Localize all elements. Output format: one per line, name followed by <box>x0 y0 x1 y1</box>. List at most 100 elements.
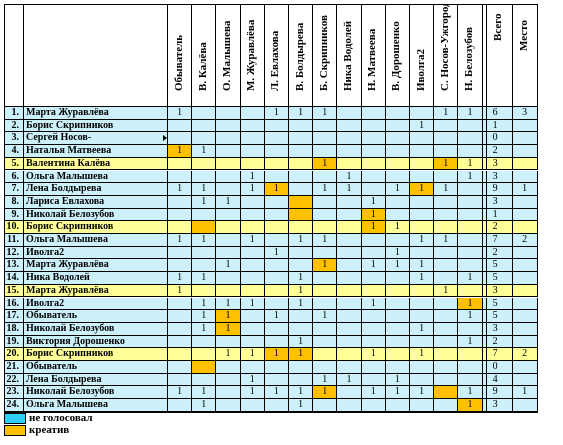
row-name[interactable]: Марта Журавлёва <box>24 284 168 298</box>
vote-cell[interactable] <box>264 284 289 298</box>
vote-cell[interactable]: 1 <box>313 386 338 400</box>
vote-cell[interactable] <box>240 399 265 412</box>
vote-cell[interactable] <box>458 195 483 209</box>
vote-cell[interactable] <box>289 145 314 158</box>
vote-cell[interactable] <box>361 246 386 260</box>
row-name[interactable]: Лариса Евлахова <box>24 195 168 209</box>
vote-cell[interactable]: 1 <box>192 234 217 247</box>
vote-cell[interactable] <box>434 386 459 400</box>
vote-cell[interactable]: 1 <box>385 246 410 260</box>
vote-cell[interactable] <box>337 386 362 400</box>
vote-cell[interactable] <box>361 361 386 374</box>
vote-cell[interactable]: 1 <box>264 107 289 120</box>
vote-cell[interactable]: 1 <box>361 297 386 311</box>
vote-cell[interactable]: 1 <box>361 348 386 361</box>
vote-cell[interactable] <box>264 373 289 387</box>
vote-cell[interactable]: 1 <box>361 208 386 222</box>
row-name[interactable]: Валентина Калёва <box>24 157 168 171</box>
vote-cell[interactable] <box>337 284 362 298</box>
vote-cell[interactable] <box>240 208 265 222</box>
vote-cell[interactable] <box>216 361 241 374</box>
vote-cell[interactable]: 1 <box>289 399 314 412</box>
vote-cell[interactable] <box>289 170 314 184</box>
vote-cell[interactable] <box>192 107 217 120</box>
vote-cell[interactable] <box>192 132 217 146</box>
vote-cell[interactable]: 1 <box>410 234 435 247</box>
row-name[interactable]: Ольга Малышева <box>24 170 168 184</box>
vote-cell[interactable]: 1 <box>192 145 217 158</box>
vote-cell[interactable] <box>458 259 483 273</box>
vote-cell[interactable] <box>192 348 217 361</box>
vote-cell[interactable] <box>313 335 338 349</box>
vote-cell[interactable]: 1 <box>361 386 386 400</box>
vote-cell[interactable]: 1 <box>434 183 459 196</box>
vote-cell[interactable] <box>337 132 362 146</box>
vote-cell[interactable] <box>410 297 435 311</box>
vote-cell[interactable] <box>410 399 435 412</box>
vote-cell[interactable] <box>434 322 459 336</box>
vote-cell[interactable]: 1 <box>264 386 289 400</box>
vote-cell[interactable] <box>289 132 314 146</box>
vote-cell[interactable] <box>361 399 386 412</box>
vote-cell[interactable] <box>264 297 289 311</box>
vote-cell[interactable] <box>168 322 193 336</box>
vote-cell[interactable] <box>313 272 338 285</box>
vote-cell[interactable]: 1 <box>168 145 193 158</box>
vote-cell[interactable] <box>264 170 289 184</box>
vote-cell[interactable] <box>168 373 193 387</box>
vote-cell[interactable] <box>385 322 410 336</box>
vote-cell[interactable]: 1 <box>458 310 483 323</box>
vote-cell[interactable]: 1 <box>410 119 435 133</box>
vote-cell[interactable] <box>410 170 435 184</box>
vote-cell[interactable]: 1 <box>216 259 241 273</box>
vote-cell[interactable]: 1 <box>410 272 435 285</box>
vote-cell[interactable] <box>313 119 338 133</box>
vote-cell[interactable] <box>385 361 410 374</box>
vote-cell[interactable] <box>216 132 241 146</box>
vote-cell[interactable] <box>434 259 459 273</box>
row-name[interactable]: Николай Белозубов <box>24 322 168 336</box>
vote-cell[interactable]: 1 <box>361 195 386 209</box>
vote-cell[interactable] <box>337 297 362 311</box>
vote-cell[interactable]: 1 <box>434 107 459 120</box>
vote-cell[interactable] <box>216 145 241 158</box>
vote-cell[interactable] <box>264 361 289 374</box>
vote-cell[interactable] <box>289 195 314 209</box>
vote-cell[interactable]: 1 <box>313 373 338 387</box>
vote-cell[interactable] <box>410 132 435 146</box>
row-name[interactable]: Лена Болдырева <box>24 183 168 196</box>
vote-cell[interactable] <box>168 195 193 209</box>
vote-cell[interactable] <box>385 399 410 412</box>
vote-cell[interactable] <box>385 310 410 323</box>
vote-cell[interactable] <box>289 157 314 171</box>
vote-cell[interactable]: 1 <box>264 310 289 323</box>
vote-cell[interactable] <box>385 272 410 285</box>
vote-cell[interactable]: 1 <box>192 195 217 209</box>
vote-cell[interactable] <box>410 361 435 374</box>
vote-cell[interactable] <box>434 348 459 361</box>
vote-cell[interactable] <box>361 183 386 196</box>
vote-cell[interactable] <box>168 348 193 361</box>
vote-cell[interactable] <box>289 221 314 234</box>
vote-cell[interactable] <box>385 234 410 247</box>
vote-cell[interactable] <box>168 157 193 171</box>
row-name[interactable]: Ольга Малышева <box>24 234 168 247</box>
vote-cell[interactable]: 1 <box>410 322 435 336</box>
vote-cell[interactable] <box>313 195 338 209</box>
vote-cell[interactable]: 1 <box>216 348 241 361</box>
vote-cell[interactable] <box>168 208 193 222</box>
vote-cell[interactable] <box>434 399 459 412</box>
vote-cell[interactable] <box>458 361 483 374</box>
vote-cell[interactable]: 1 <box>289 107 314 120</box>
vote-cell[interactable] <box>385 297 410 311</box>
vote-cell[interactable]: 1 <box>458 170 483 184</box>
vote-cell[interactable] <box>264 399 289 412</box>
vote-cell[interactable] <box>168 119 193 133</box>
vote-cell[interactable]: 1 <box>289 284 314 298</box>
vote-cell[interactable]: 1 <box>240 373 265 387</box>
vote-cell[interactable]: 1 <box>192 272 217 285</box>
vote-cell[interactable] <box>192 361 217 374</box>
vote-cell[interactable] <box>434 272 459 285</box>
vote-cell[interactable]: 1 <box>313 310 338 323</box>
vote-cell[interactable] <box>168 259 193 273</box>
